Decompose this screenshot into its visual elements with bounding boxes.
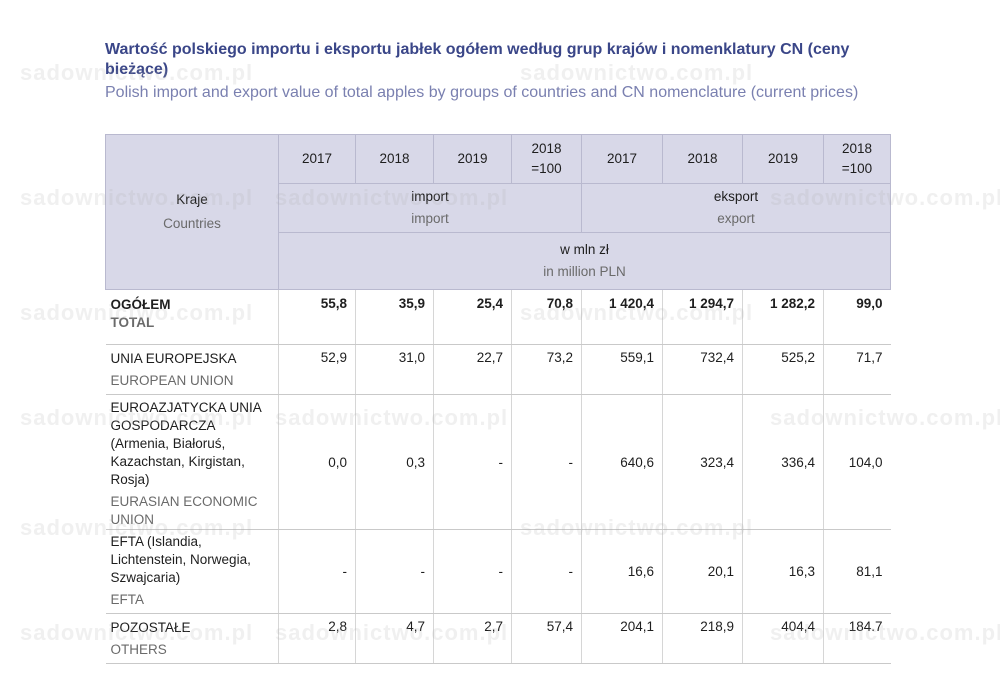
header-year: 2018 bbox=[355, 134, 434, 184]
cell-value: 99,0 bbox=[823, 289, 891, 345]
cell-value: 184.7 bbox=[823, 613, 891, 664]
cell-value: 16,6 bbox=[581, 529, 663, 614]
header-year: 2018 bbox=[662, 134, 743, 184]
cell-value: 55,8 bbox=[278, 289, 356, 345]
header-countries-pl: Kraje bbox=[176, 192, 208, 207]
cell-value: 525,2 bbox=[742, 344, 824, 395]
row-label-en: EURASIAN ECONOMIC UNION bbox=[110, 494, 258, 527]
row-label-en: EFTA bbox=[110, 592, 145, 607]
row-label-pl: EUROAZJATYCKA UNIA GOSPODARCZA (Armenia,… bbox=[110, 400, 262, 487]
row-label: OGÓŁEM TOTAL bbox=[105, 289, 279, 345]
title-polish: Wartość polskiego importu i eksportu jab… bbox=[105, 41, 850, 78]
header-export-pl: eksport bbox=[713, 189, 759, 204]
cell-value: 35,9 bbox=[355, 289, 434, 345]
row-label: EUROAZJATYCKA UNIA GOSPODARCZA (Armenia,… bbox=[105, 394, 279, 530]
cell-value: - bbox=[511, 529, 582, 614]
header-countries: Kraje Countries bbox=[105, 134, 279, 290]
cell-value: 25,4 bbox=[433, 289, 512, 345]
header-year: 2019 bbox=[433, 134, 512, 184]
header-export: eksport export bbox=[581, 183, 891, 233]
cell-value: 336,4 bbox=[742, 394, 824, 530]
header-import-en: import bbox=[411, 211, 449, 226]
row-label: EFTA (Islandia, Lichtenstein, Norwegia, … bbox=[105, 529, 279, 614]
table-row: EUROAZJATYCKA UNIA GOSPODARCZA (Armenia,… bbox=[105, 394, 891, 530]
header-unit-en: in million PLN bbox=[543, 264, 626, 279]
cell-value: 404,4 bbox=[742, 613, 824, 664]
cell-value: 52,9 bbox=[278, 344, 356, 395]
header-unit: w mln zł in million PLN bbox=[278, 232, 891, 290]
cell-value: 71,7 bbox=[823, 344, 891, 395]
cell-value: - bbox=[511, 394, 582, 530]
cell-value: 20,1 bbox=[662, 529, 743, 614]
header-export-en: export bbox=[717, 211, 755, 226]
table-row: EFTA (Islandia, Lichtenstein, Norwegia, … bbox=[105, 529, 891, 614]
cell-value: 1 420,4 bbox=[581, 289, 663, 345]
cell-value: 559,1 bbox=[581, 344, 663, 395]
header-countries-en: Countries bbox=[163, 216, 221, 231]
cell-value: 104,0 bbox=[823, 394, 891, 530]
cell-value: 57,4 bbox=[511, 613, 582, 664]
header-import: import import bbox=[278, 183, 582, 233]
row-label-pl: EFTA (Islandia, Lichtenstein, Norwegia, … bbox=[110, 534, 251, 585]
cell-value: 640,6 bbox=[581, 394, 663, 530]
apples-trade-table: Kraje Countries 2017 2018 2019 2018 =100… bbox=[105, 134, 891, 664]
cell-value: - bbox=[433, 394, 512, 530]
cell-value: - bbox=[433, 529, 512, 614]
cell-value: 323,4 bbox=[662, 394, 743, 530]
cell-value: 70,8 bbox=[511, 289, 582, 345]
cell-value: 1 294,7 bbox=[662, 289, 743, 345]
row-label-pl: OGÓŁEM bbox=[110, 297, 171, 312]
row-label: UNIA EUROPEJSKA EUROPEAN UNION bbox=[105, 344, 279, 395]
cell-value: 81,1 bbox=[823, 529, 891, 614]
cell-value: 732,4 bbox=[662, 344, 743, 395]
header-year: 2017 bbox=[581, 134, 663, 184]
cell-value: 22,7 bbox=[433, 344, 512, 395]
cell-value: 218,9 bbox=[662, 613, 743, 664]
row-label-en: TOTAL bbox=[110, 315, 155, 330]
cell-value: 1 282,2 bbox=[742, 289, 824, 345]
cell-value: 16,3 bbox=[742, 529, 824, 614]
cell-value: 4,7 bbox=[355, 613, 434, 664]
cell-value: 0,3 bbox=[355, 394, 434, 530]
row-label-pl: POZOSTAŁE bbox=[110, 620, 191, 635]
cell-value: - bbox=[355, 529, 434, 614]
table-row: POZOSTAŁE OTHERS 2,8 4,7 2,7 57,4 204,1 … bbox=[105, 613, 891, 664]
header-index: 2018 =100 bbox=[823, 134, 891, 184]
header-unit-pl: w mln zł bbox=[560, 242, 609, 257]
cell-value: 31,0 bbox=[355, 344, 434, 395]
row-label-en: OTHERS bbox=[110, 642, 167, 657]
row-label: POZOSTAŁE OTHERS bbox=[105, 613, 279, 664]
header-index-text: 2018 =100 bbox=[841, 141, 873, 176]
row-label-pl: UNIA EUROPEJSKA bbox=[110, 351, 237, 366]
header-index: 2018 =100 bbox=[511, 134, 582, 184]
header-import-pl: import bbox=[411, 189, 449, 204]
table-row: UNIA EUROPEJSKA EUROPEAN UNION 52,9 31,0… bbox=[105, 344, 891, 395]
header-year: 2019 bbox=[742, 134, 824, 184]
cell-value: - bbox=[278, 529, 356, 614]
header-index-text: 2018 =100 bbox=[531, 141, 562, 176]
title-english: Polish import and export value of total … bbox=[105, 84, 859, 101]
cell-value: 73,2 bbox=[511, 344, 582, 395]
row-label-en: EUROPEAN UNION bbox=[110, 373, 234, 388]
header-year: 2017 bbox=[278, 134, 356, 184]
table-row-total: OGÓŁEM TOTAL 55,8 35,9 25,4 70,8 1 420,4… bbox=[105, 289, 891, 345]
cell-value: 204,1 bbox=[581, 613, 663, 664]
cell-value: 2,7 bbox=[433, 613, 512, 664]
cell-value: 2,8 bbox=[278, 613, 356, 664]
cell-value: 0,0 bbox=[278, 394, 356, 530]
